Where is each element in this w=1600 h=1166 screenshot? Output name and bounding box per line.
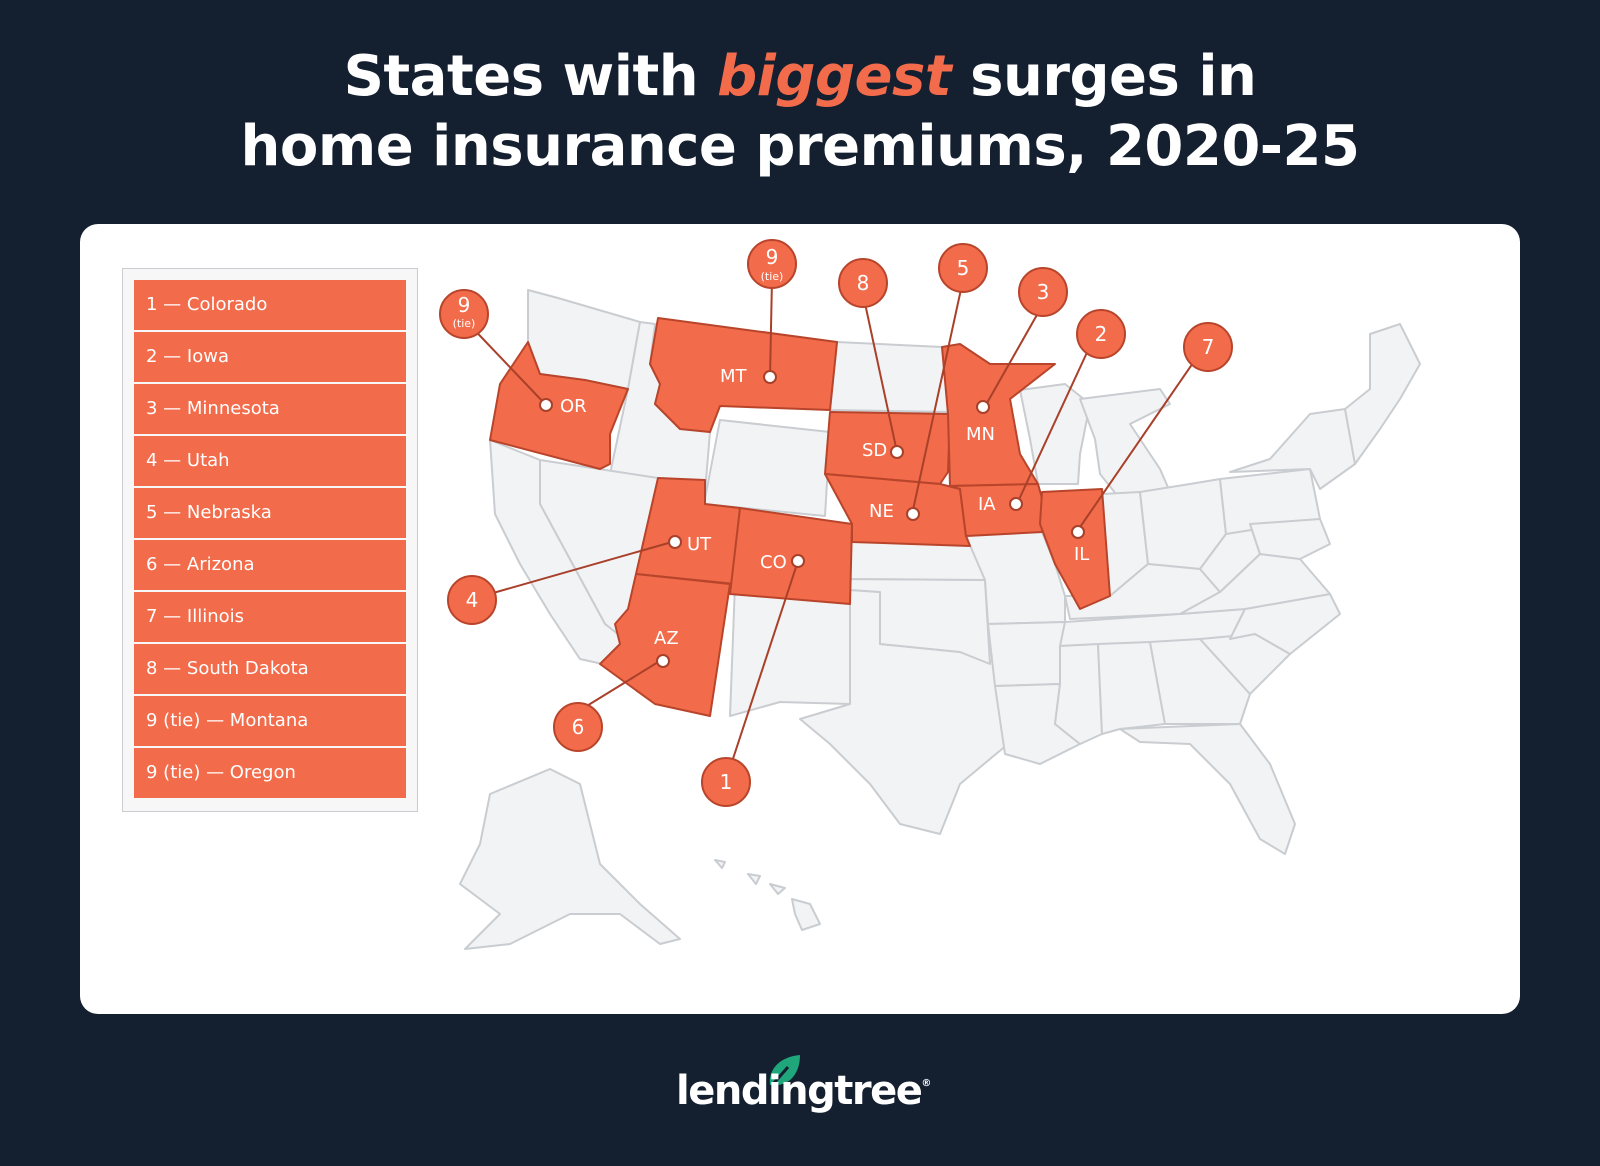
state-mt bbox=[649, 317, 838, 433]
legend-item: 3 — Minnesota bbox=[134, 384, 406, 434]
registered-mark: ® bbox=[921, 1078, 932, 1089]
legend-item: 6 — Arizona bbox=[134, 540, 406, 590]
state-ar bbox=[987, 621, 1066, 687]
state-az bbox=[599, 573, 731, 717]
state-labels: OR MT SD NE MN IA IL UT AZ CO bbox=[560, 366, 1089, 649]
title-line1-prefix: States with bbox=[343, 44, 718, 109]
state-al bbox=[1097, 641, 1166, 735]
svg-text:(tie): (tie) bbox=[761, 270, 784, 283]
legend-item: 5 — Nebraska bbox=[134, 488, 406, 538]
state-mid-atlantic bbox=[1249, 518, 1331, 560]
label-sd: SD bbox=[862, 440, 887, 461]
state-hi bbox=[714, 859, 821, 931]
state-ga bbox=[1149, 638, 1251, 725]
title-line1-suffix: surges in bbox=[951, 44, 1257, 109]
state-ms bbox=[1054, 643, 1103, 745]
legend-item: 9 (tie) — Oregon bbox=[134, 748, 406, 798]
state-il bbox=[1039, 488, 1111, 610]
state-co bbox=[729, 507, 853, 605]
bubble-il: 7 bbox=[1183, 322, 1233, 372]
base-states bbox=[459, 289, 1421, 950]
legend-item: 2 — Iowa bbox=[134, 332, 406, 382]
svg-text:3: 3 bbox=[1037, 280, 1050, 304]
legend-item: 7 — Illinois bbox=[134, 592, 406, 642]
us-map: OR MT SD NE MN IA IL UT AZ CO 9 (tie) 9 … bbox=[439, 239, 1421, 950]
rank-legend: 1 — Colorado 2 — Iowa 3 — Minnesota 4 — … bbox=[122, 268, 418, 812]
state-nm bbox=[729, 583, 851, 717]
svg-text:8: 8 bbox=[857, 271, 870, 295]
state-ia bbox=[949, 483, 1046, 537]
map-card: OR MT SD NE MN IA IL UT AZ CO 9 (tie) 9 … bbox=[80, 224, 1520, 1014]
label-il: IL bbox=[1074, 544, 1089, 565]
bubble-ut: 4 bbox=[447, 575, 497, 625]
state-wy bbox=[703, 419, 831, 517]
bubble-mt: 9 (tie) bbox=[747, 239, 797, 289]
svg-text:5: 5 bbox=[957, 256, 970, 280]
label-ia: IA bbox=[978, 494, 996, 515]
title-line2: home insurance premiums, 2020-25 bbox=[240, 114, 1360, 179]
bubble-or: 9 (tie) bbox=[439, 289, 489, 339]
label-mt: MT bbox=[720, 366, 748, 387]
label-ut: UT bbox=[687, 534, 712, 555]
legend-item: 8 — South Dakota bbox=[134, 644, 406, 694]
svg-text:4: 4 bbox=[466, 588, 479, 612]
state-markers bbox=[539, 370, 1085, 668]
svg-text:1: 1 bbox=[720, 770, 733, 794]
state-nd bbox=[829, 341, 951, 413]
state-or bbox=[489, 341, 629, 470]
label-az: AZ bbox=[654, 628, 679, 649]
brand-name: lendingtree bbox=[676, 1068, 923, 1114]
lendingtree-logo: lendingtree® bbox=[676, 1068, 931, 1114]
svg-text:(tie): (tie) bbox=[453, 317, 476, 330]
label-co: CO bbox=[760, 552, 787, 573]
label-ne: NE bbox=[869, 501, 894, 522]
state-sd bbox=[824, 411, 951, 485]
legend-item: 4 — Utah bbox=[134, 436, 406, 486]
rank-bubbles: 9 (tie) 9 (tie) 8 5 3 2 7 4 6 1 bbox=[439, 239, 1233, 807]
label-mn: MN bbox=[966, 424, 995, 445]
bubble-sd: 8 bbox=[838, 258, 888, 308]
state-new-england bbox=[1344, 323, 1421, 465]
state-ak bbox=[459, 768, 681, 950]
svg-text:9: 9 bbox=[458, 293, 471, 317]
bubble-ia: 2 bbox=[1076, 309, 1126, 359]
chart-title: States with biggest surges in home insur… bbox=[0, 42, 1600, 182]
bubble-az: 6 bbox=[553, 702, 603, 752]
title-highlight: biggest bbox=[717, 44, 952, 109]
state-fl bbox=[1119, 723, 1296, 855]
leader-lines bbox=[463, 278, 1196, 781]
leaf-icon bbox=[769, 1055, 800, 1085]
bubble-mn: 3 bbox=[1018, 267, 1068, 317]
highlighted-states bbox=[489, 317, 1111, 717]
state-mn bbox=[941, 343, 1056, 487]
svg-text:7: 7 bbox=[1202, 335, 1215, 359]
legend-item: 1 — Colorado bbox=[134, 280, 406, 330]
bubble-co: 1 bbox=[701, 757, 751, 807]
label-or: OR bbox=[560, 396, 587, 417]
bubble-ne: 5 bbox=[938, 243, 988, 293]
svg-text:9: 9 bbox=[766, 245, 779, 269]
svg-text:2: 2 bbox=[1095, 322, 1108, 346]
svg-text:6: 6 bbox=[572, 715, 585, 739]
state-mi bbox=[1079, 388, 1171, 500]
legend-item: 9 (tie) — Montana bbox=[134, 696, 406, 746]
